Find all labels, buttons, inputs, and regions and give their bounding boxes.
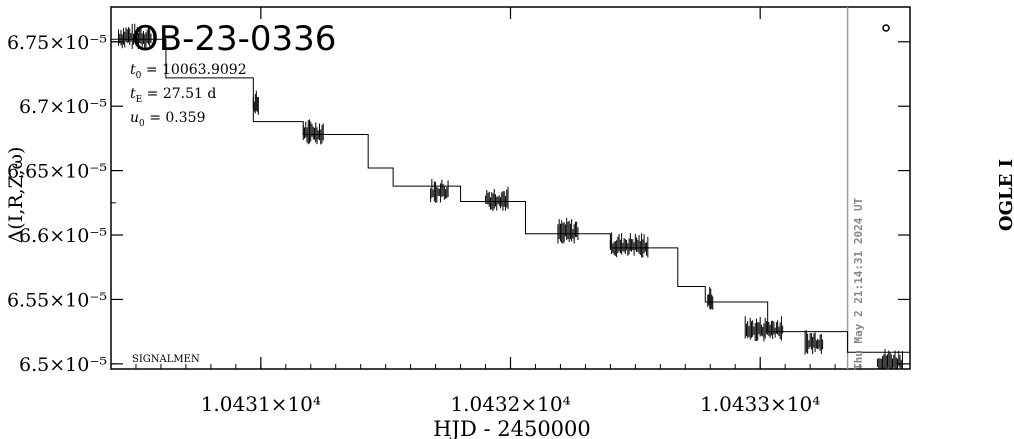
data-cluster: [557, 218, 579, 244]
legend-marker-circle: [882, 24, 890, 32]
y-tick-label: 6.5×10⁻⁵: [19, 354, 107, 376]
y-tick-label: 6.7×10⁻⁵: [19, 96, 107, 118]
data-cluster: [302, 119, 324, 145]
data-cluster: [744, 316, 784, 342]
data-cluster: [252, 90, 259, 115]
data-cluster: [430, 179, 449, 203]
model-step-line: [111, 38, 910, 364]
timestamp-label: Thu May 2 21:14:31 2024 UT: [852, 197, 865, 370]
y-tick-label: 6.6×10⁻⁵: [19, 225, 107, 247]
data-cluster: [804, 330, 824, 355]
data-cluster: [609, 232, 649, 258]
x-tick-label: 1.0433×10⁴: [700, 392, 820, 416]
chart-title: OB-23-0336: [132, 19, 336, 59]
param-line: t0 = 10063.9092: [130, 62, 247, 81]
x-axis-label: HJD - 2450000: [433, 417, 591, 439]
y-tick-label: 6.75×10⁻⁵: [7, 32, 107, 54]
param-line: u0 = 0.359: [130, 110, 205, 129]
data-cluster: [485, 186, 509, 211]
y-axis-label: Δ(I,R,Z,ω): [5, 147, 27, 244]
x-tick-label: 1.0432×10⁴: [450, 392, 570, 416]
y-tick-label: 6.65×10⁻⁵: [7, 161, 107, 183]
y-tick-label: 6.55×10⁻⁵: [7, 289, 107, 311]
param-line: tE = 27.51 d: [130, 86, 216, 105]
corner-label: SIGNALMEN: [132, 354, 200, 365]
x-tick-label: 1.0431×10⁴: [201, 392, 321, 416]
data-cluster: [877, 349, 904, 369]
data-cluster: [707, 286, 714, 310]
right-axis-label: OGLE I: [996, 159, 1014, 231]
